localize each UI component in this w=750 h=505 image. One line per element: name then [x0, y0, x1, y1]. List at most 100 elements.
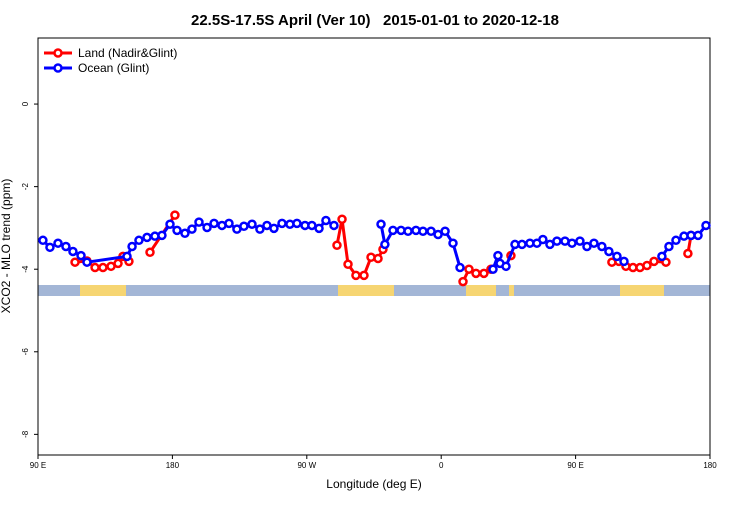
y-tick-label: -2: [21, 183, 30, 191]
data-point: [224, 218, 234, 229]
data-point: [165, 219, 175, 229]
data-point: [664, 241, 674, 252]
legend-marker: [53, 48, 63, 58]
land-band: [80, 285, 126, 296]
data-point: [209, 218, 219, 229]
legend-label: Ocean (Glint): [78, 61, 149, 75]
data-point: [292, 218, 302, 229]
data-point: [127, 241, 137, 252]
data-point: [517, 239, 527, 250]
data-point: [359, 270, 369, 281]
data-point: [388, 225, 398, 236]
data-point: [448, 238, 458, 248]
data-point: [380, 239, 390, 250]
data-point: [277, 218, 287, 229]
data-point: [471, 268, 481, 279]
data-point: [701, 220, 711, 231]
data-point: [145, 247, 155, 258]
data-point: [575, 236, 585, 246]
data-point: [70, 257, 80, 267]
data-point: [172, 225, 182, 236]
data-point: [552, 236, 562, 246]
data-point: [619, 256, 629, 267]
data-point: [321, 215, 331, 226]
data-point: [376, 219, 386, 229]
data-point: [373, 253, 383, 264]
data-point: [180, 228, 190, 239]
data-point: [194, 217, 204, 227]
y-tick-label: 0: [21, 101, 30, 106]
data-point: [479, 268, 489, 279]
data-point: [642, 260, 652, 271]
data-point: [693, 230, 703, 241]
data-point: [157, 230, 167, 241]
data-point: [671, 235, 681, 246]
data-point: [61, 241, 71, 252]
data-point: [604, 246, 614, 257]
y-tick-label: -4: [21, 265, 30, 273]
data-point: [458, 276, 468, 287]
data-point: [589, 238, 599, 248]
data-point: [113, 258, 123, 269]
data-point: [582, 241, 592, 252]
data-point: [538, 234, 548, 245]
data-point: [170, 210, 180, 220]
data-point: [612, 251, 622, 262]
plot-frame: [37, 37, 711, 456]
data-point: [351, 270, 361, 281]
data-point: [76, 250, 86, 261]
data-point: [187, 224, 197, 234]
data-point: [649, 256, 659, 267]
data-point: [403, 226, 413, 236]
x-axis-label: Longitude (deg E): [326, 477, 421, 491]
data-point: [418, 226, 428, 236]
x-tick-label: 90 E: [567, 461, 583, 470]
y-axis-label: XCO2 - MLO trend (ppm): [0, 179, 13, 314]
data-point: [202, 222, 212, 233]
data-point: [332, 240, 342, 251]
data-point: [440, 226, 450, 236]
data-point: [455, 262, 465, 273]
data-point: [464, 264, 474, 274]
legend-label: Land (Nadir&Glint): [78, 46, 177, 60]
data-point: [426, 226, 436, 236]
data-point: [337, 214, 347, 225]
x-tick-label: 180: [703, 461, 717, 470]
data-point: [68, 246, 78, 257]
data-point: [82, 257, 92, 267]
x-tick-label: 90 W: [297, 461, 316, 470]
land-band: [466, 285, 496, 296]
data-point: [493, 250, 503, 261]
data-point: [239, 221, 249, 232]
data-point: [247, 219, 257, 229]
data-point: [90, 262, 100, 273]
x-tick-label: 0: [439, 461, 444, 470]
x-tick-label: 180: [166, 461, 180, 470]
data-point: [597, 241, 607, 252]
data-point: [269, 223, 279, 234]
data-point: [329, 220, 339, 231]
data-point: [255, 224, 265, 234]
data-point: [38, 235, 48, 246]
data-point: [142, 232, 152, 243]
land-band: [338, 285, 394, 296]
data-point: [343, 259, 353, 270]
chart-title: 22.5S-17.5S April (Ver 10) 2015-01-01 to…: [191, 12, 559, 29]
x-tick-label: 90 E: [30, 461, 46, 470]
data-point: [501, 261, 511, 272]
surface-band: [38, 285, 710, 296]
data-point: [433, 229, 443, 240]
data-point: [122, 251, 132, 262]
legend-marker: [53, 63, 63, 73]
data-point: [488, 264, 498, 274]
data-point: [545, 239, 555, 250]
land-band: [620, 285, 664, 296]
data-point: [657, 251, 667, 262]
y-tick-label: -6: [21, 348, 30, 356]
land-band: [509, 285, 514, 296]
data-point: [45, 242, 55, 253]
data-point: [134, 235, 144, 246]
data-point: [314, 223, 324, 234]
